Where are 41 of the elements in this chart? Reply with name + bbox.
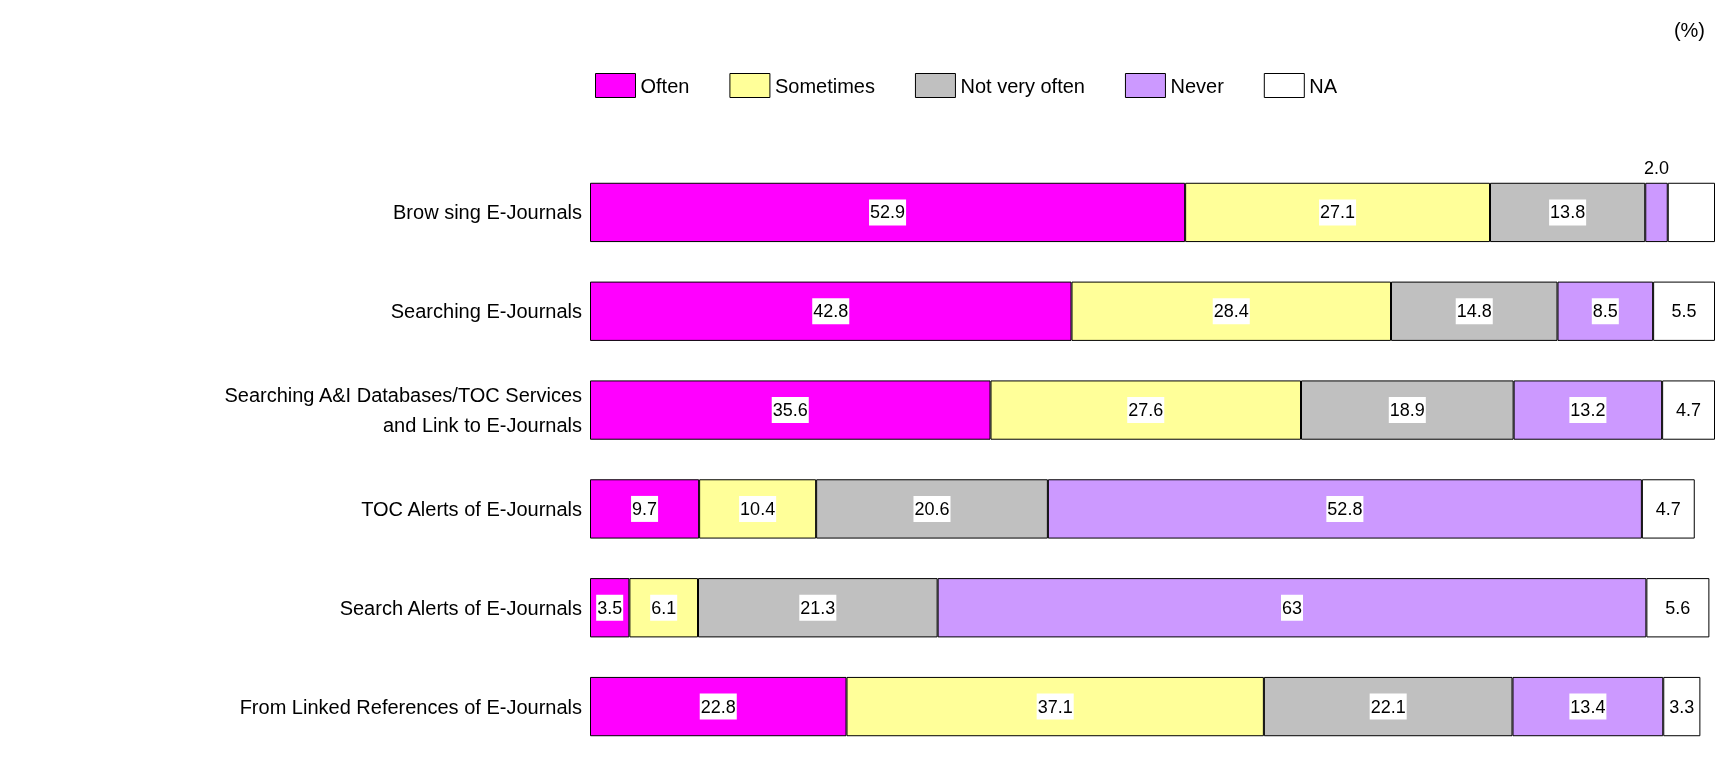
- data-label: 20.6: [914, 498, 950, 519]
- y-tick-label: From Linked References of E-Journals: [239, 695, 582, 718]
- data-label: 27.1: [1320, 202, 1356, 223]
- legend-label: Sometimes: [774, 74, 875, 97]
- legend-label: NA: [1309, 74, 1338, 97]
- data-label: 21.3: [800, 597, 836, 618]
- data-label: 8.5: [1592, 301, 1618, 322]
- legend-label: Never: [1170, 74, 1225, 97]
- data-label: 13.8: [1550, 202, 1586, 223]
- data-label: 37.1: [1037, 696, 1073, 717]
- y-tick-label: Searching E-Journals: [390, 300, 582, 323]
- data-label: 42.8: [813, 301, 849, 322]
- data-label: 9.7: [632, 498, 658, 519]
- legend-label: Not very often: [960, 74, 1085, 97]
- data-label: 6.1: [651, 597, 677, 618]
- data-label: 22.1: [1370, 696, 1406, 717]
- y-tick-label: Search Alerts of E-Journals: [339, 596, 582, 619]
- y-tick-label: Brow sing E-Journals: [393, 201, 582, 224]
- data-label: 52.9: [870, 202, 906, 223]
- data-label: 28.4: [1213, 301, 1249, 322]
- text: (%): [1673, 19, 1706, 41]
- data-label: 22.8: [700, 696, 736, 717]
- data-label: 35.6: [772, 400, 808, 421]
- data-label: 18.9: [1389, 400, 1425, 421]
- data-label: 52.8: [1327, 498, 1363, 519]
- data-label: 14.8: [1456, 301, 1492, 322]
- y-tick-label: TOC Alerts of E-Journals: [361, 497, 582, 520]
- data-label: 3.5: [597, 597, 623, 618]
- data-label: 4.7: [1676, 400, 1702, 421]
- data-label: 2.0: [1643, 157, 1670, 178]
- y-tick-label: Searching A&I Databases/TOC Services and Link to E-Journals: [224, 384, 582, 437]
- data-label: 27.6: [1128, 400, 1164, 421]
- data-label: 13.2: [1570, 400, 1606, 421]
- data-label: 4.7: [1655, 498, 1681, 519]
- data-label: 5.6: [1665, 597, 1691, 618]
- data-label: 13.4: [1570, 696, 1606, 717]
- legend-label: Often: [640, 74, 690, 97]
- data-label: 63: [1281, 597, 1303, 618]
- data-label: 5.5: [1671, 301, 1697, 322]
- data-label: 3.3: [1669, 696, 1695, 717]
- data-label: 10.4: [740, 498, 776, 519]
